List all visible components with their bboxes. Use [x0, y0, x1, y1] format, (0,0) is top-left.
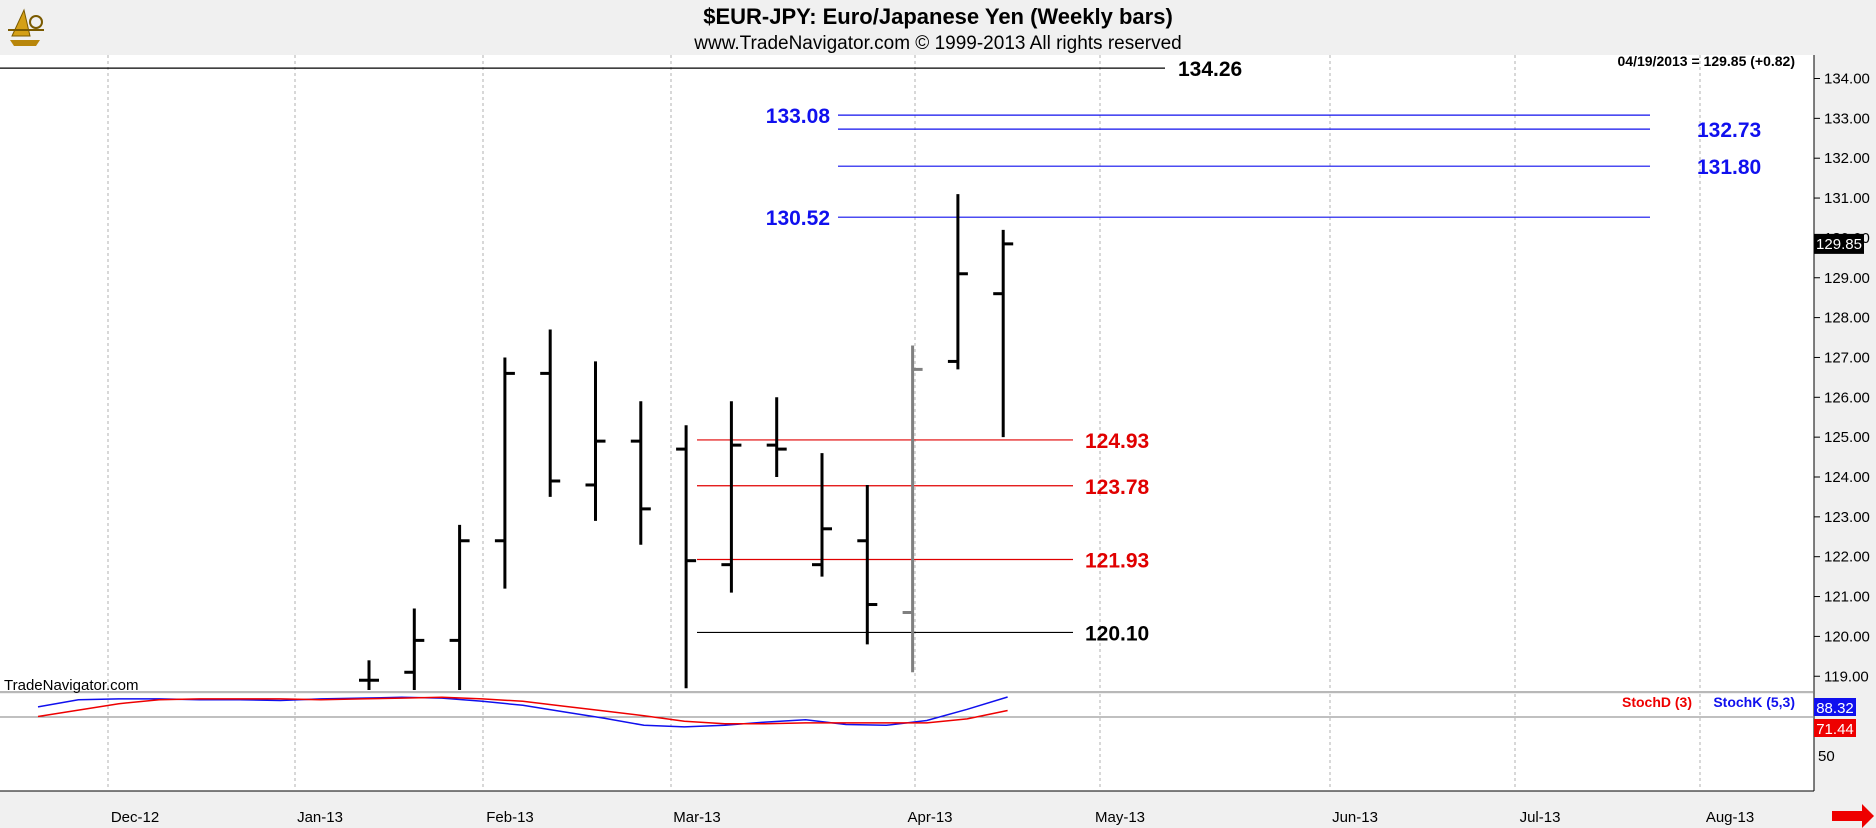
level-label: 121.93 [1085, 549, 1149, 572]
x-tick-label: Feb-13 [486, 809, 534, 826]
ohlc-bar [630, 401, 651, 545]
level-label: 133.08 [766, 105, 831, 128]
ohlc-bar [359, 660, 379, 690]
right-axis-area [1814, 55, 1876, 791]
x-tick-label: May-13 [1095, 809, 1145, 826]
ohlc-bar [857, 484, 878, 645]
ohlc-bar [404, 608, 425, 690]
level-label: 124.93 [1085, 430, 1149, 453]
x-tick-label: Apr-13 [907, 809, 952, 826]
y-tick-label: 119.00 [1824, 668, 1869, 685]
stochastic-pane [0, 694, 1814, 791]
level-label: 130.52 [766, 207, 830, 230]
y-tick-label: 120.00 [1824, 628, 1870, 645]
scroll-right-arrow-icon[interactable] [1832, 804, 1874, 828]
stoch-series-line [37, 696, 1008, 725]
y-tick-label: 124.00 [1824, 469, 1870, 486]
legend-stochd: StochD (3) [1622, 694, 1692, 710]
main-price-pane [0, 55, 1814, 691]
y-tick-label: 134.00 [1824, 71, 1870, 88]
x-tick-label: Dec-12 [111, 809, 159, 826]
ohlc-bar [676, 425, 697, 689]
chart-title: $EUR-JPY: Euro/Japanese Yen (Weekly bars… [703, 4, 1173, 29]
ohlc-bar [947, 194, 968, 370]
ohlc-bar [585, 361, 606, 521]
level-label: 132.73 [1697, 119, 1761, 142]
ohlc-bar [993, 229, 1014, 438]
x-tick-label: Jan-13 [297, 809, 343, 826]
level-label: 134.26 [1178, 58, 1242, 81]
y-tick-label: 125.00 [1824, 429, 1870, 446]
y-tick-label: 127.00 [1824, 349, 1870, 366]
quote-readout: 04/19/2013 = 129.85 (+0.82) [1618, 53, 1795, 69]
chart-subtitle: www.TradeNavigator.com © 1999-2013 All r… [693, 33, 1181, 54]
ohlc-bar [902, 345, 923, 673]
stochd-value-badge [1814, 719, 1856, 737]
y-tick-label: 123.00 [1824, 509, 1870, 526]
last-price-badge: 129.85 [1814, 233, 1864, 254]
stochk-value-badge [1814, 698, 1856, 716]
stochk-last-value: 88.32 [1816, 700, 1854, 717]
y-tick-label: 132.00 [1824, 150, 1870, 167]
stochd-last-value: 71.44 [1816, 721, 1854, 738]
y-tick-label: 121.00 [1824, 589, 1870, 606]
stoch-series-line [37, 696, 1008, 728]
stoch-tick-label: 50 [1818, 748, 1835, 765]
level-label: 131.80 [1697, 156, 1761, 179]
ohlc-bar [812, 453, 832, 577]
y-tick-label: 126.00 [1824, 389, 1870, 406]
y-tick-label: 129.00 [1824, 270, 1870, 287]
x-tick-label: Aug-13 [1706, 809, 1754, 826]
ohlc-bar [721, 401, 742, 593]
y-tick-label: 122.00 [1824, 549, 1870, 566]
y-tick-label: 128.00 [1824, 310, 1870, 327]
logo-icon [6, 8, 46, 48]
level-label: 120.10 [1085, 622, 1149, 645]
watermark: TradeNavigator.com [4, 677, 139, 694]
x-tick-label: Jul-13 [1520, 809, 1561, 826]
level-label: 123.78 [1085, 476, 1150, 499]
y-tick-label: 131.00 [1824, 190, 1870, 207]
x-tick-label: Mar-13 [673, 809, 721, 826]
ohlc-bar [766, 397, 787, 477]
legend-stochk: StochK (5,3) [1713, 694, 1795, 710]
ohlc-bar [449, 524, 470, 690]
svg-text:129.85: 129.85 [1816, 236, 1862, 253]
ohlc-bar [494, 357, 515, 589]
ohlc-bar [540, 329, 561, 497]
x-tick-label: Jun-13 [1332, 809, 1378, 826]
y-tick-label: 133.00 [1824, 110, 1870, 127]
